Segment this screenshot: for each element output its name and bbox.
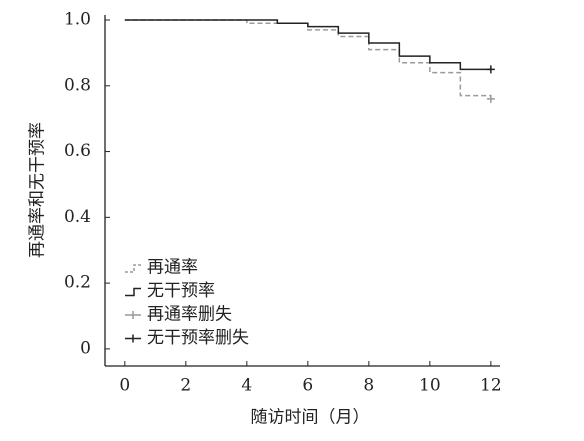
censor-mark [486, 94, 495, 103]
legend-label: 无干预率 [147, 281, 215, 301]
x-tick-label: 10 [419, 376, 441, 396]
x-tick-label: 12 [480, 376, 502, 396]
x-tick-label: 8 [363, 376, 374, 396]
y-tick-label: 0.4 [64, 207, 91, 227]
y-tick-label: 0.6 [64, 141, 91, 161]
x-tick-label: 2 [180, 376, 191, 396]
censor-mark [486, 65, 495, 74]
legend-label: 无干预率删失 [147, 328, 249, 348]
y-axis-label: 再通率和无干预率 [28, 122, 48, 258]
y-tick-label: 1.0 [64, 10, 91, 30]
legend-label: 再通率 [147, 258, 198, 278]
y-tick-label: 0.2 [64, 273, 91, 293]
y-tick-label: 0.8 [64, 75, 91, 95]
y-tick-label: 0 [80, 338, 91, 358]
survival-curve [124, 19, 491, 71]
survival-curve [124, 19, 491, 97]
legend-symbol [125, 287, 141, 297]
x-tick-label: 6 [302, 376, 313, 396]
x-tick-label: 4 [241, 376, 252, 396]
legend-symbol [125, 264, 141, 273]
legend-label: 再通率删失 [147, 305, 232, 325]
x-tick-label: 0 [119, 376, 130, 396]
legend-symbol [125, 311, 141, 319]
legend-symbol [125, 334, 141, 343]
x-axis-label: 随访时间（月） [251, 408, 370, 428]
